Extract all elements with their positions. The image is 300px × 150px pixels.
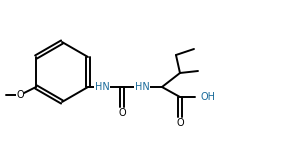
Text: O: O: [118, 108, 126, 118]
Text: OH: OH: [201, 92, 216, 102]
Text: O: O: [176, 118, 184, 128]
Text: HN: HN: [135, 82, 149, 92]
Text: HN: HN: [94, 82, 110, 92]
Text: O: O: [16, 90, 24, 100]
